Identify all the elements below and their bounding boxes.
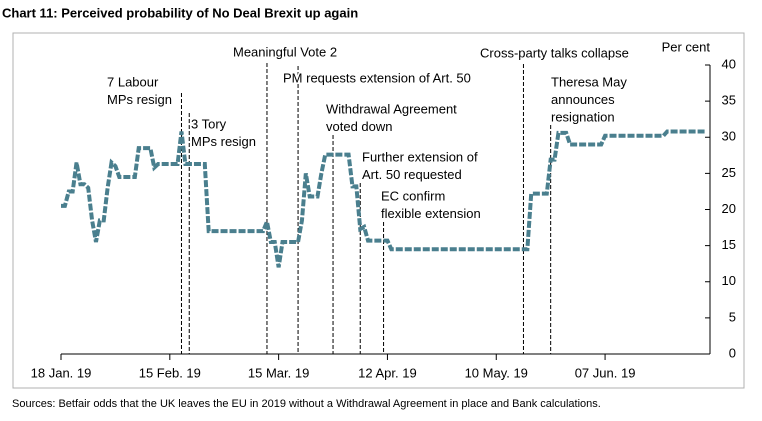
x-tick-label: 12 Apr. 19 [358, 365, 417, 380]
y-tick-label: 35 [722, 93, 736, 108]
chart-title: Chart 11: Perceived probability of No De… [2, 5, 358, 20]
event-label: EC confirm [381, 188, 445, 203]
source-note: Sources: Betfair odds that the UK leaves… [12, 398, 601, 410]
event-label: MPs resign [191, 134, 256, 149]
y-tick-label: 5 [729, 309, 736, 324]
x-tick-label: 15 Feb. 19 [139, 365, 201, 380]
event-label: Meaningful Vote 2 [233, 44, 337, 59]
y-tick-label: 10 [722, 273, 736, 288]
event-label: resignation [551, 109, 615, 124]
event-label: flexible extension [381, 206, 481, 221]
chart-frame [12, 32, 745, 389]
event-label: PM requests extension of Art. 50 [283, 70, 471, 85]
y-axis-label: Per cent [662, 39, 711, 54]
y-tick-label: 25 [722, 165, 736, 180]
event-label: 7 Labour [107, 74, 159, 89]
event-label: announces [551, 92, 615, 107]
x-tick-label: 15 Mar. 19 [248, 365, 309, 380]
y-tick-label: 0 [729, 345, 736, 360]
event-label: Art. 50 requested [362, 167, 462, 182]
event-label: Cross-party talks collapse [480, 45, 629, 60]
data-line [61, 129, 707, 268]
x-tick-label: 10 May. 19 [465, 365, 528, 380]
event-label: Further extension of [362, 149, 478, 164]
event-label: voted down [326, 119, 393, 134]
event-label: 3 Tory [191, 116, 227, 131]
x-tick-label: 07 Jun. 19 [575, 365, 636, 380]
y-tick-label: 30 [722, 129, 736, 144]
y-tick-label: 15 [722, 237, 736, 252]
y-tick-label: 40 [722, 56, 736, 71]
event-label: Theresa May [551, 74, 627, 89]
event-label: Withdrawal Agreement [326, 101, 457, 116]
event-label: MPs resign [107, 92, 172, 107]
x-tick-label: 18 Jan. 19 [31, 365, 92, 380]
y-tick-label: 20 [722, 201, 736, 216]
